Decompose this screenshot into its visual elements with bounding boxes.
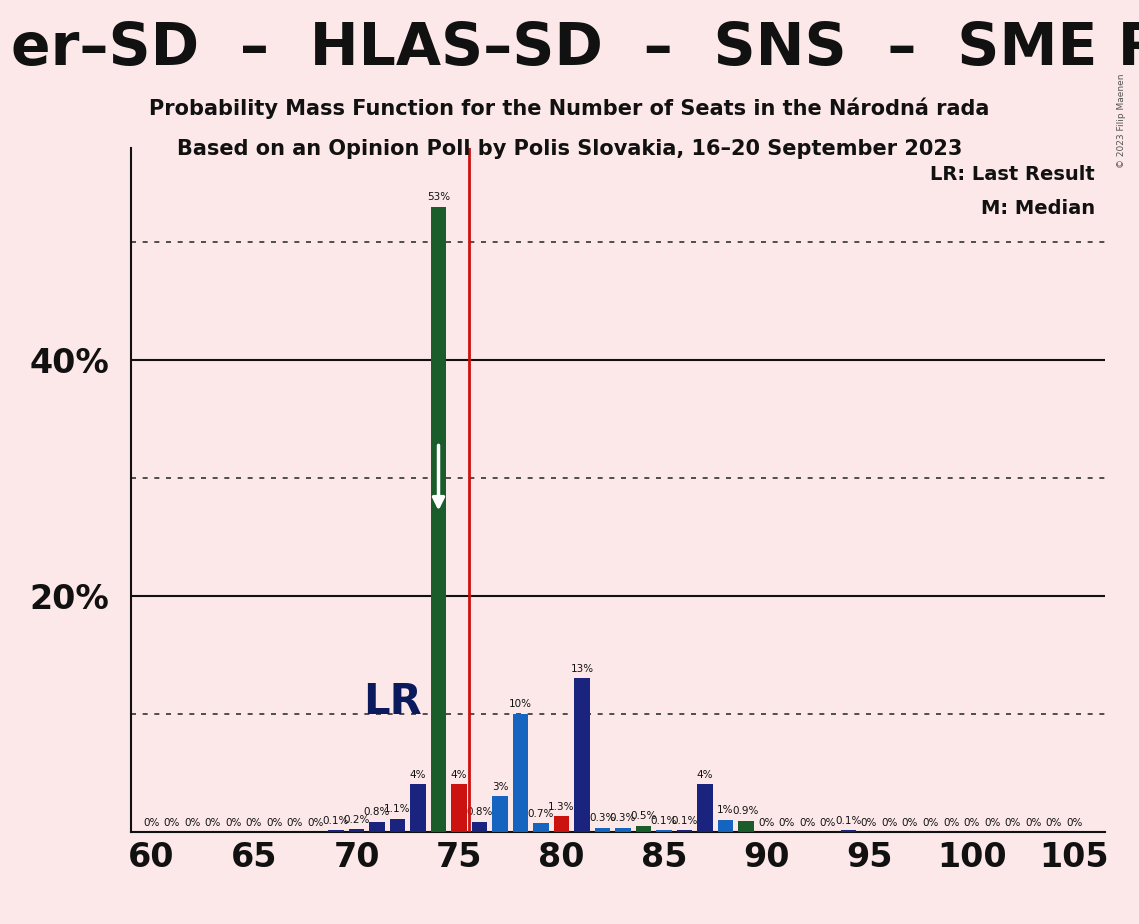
Text: 0%: 0%: [226, 818, 241, 828]
Text: 0%: 0%: [287, 818, 303, 828]
Text: 13%: 13%: [571, 663, 593, 674]
Text: 0%: 0%: [882, 818, 898, 828]
Text: Based on an Opinion Poll by Polis Slovakia, 16–20 September 2023: Based on an Opinion Poll by Polis Slovak…: [177, 139, 962, 159]
Text: 0%: 0%: [144, 818, 159, 828]
Bar: [431, 207, 446, 832]
Bar: [492, 796, 508, 832]
Text: 0%: 0%: [308, 818, 323, 828]
Text: 0%: 0%: [964, 818, 980, 828]
Bar: [513, 713, 528, 832]
Text: 0.9%: 0.9%: [732, 807, 760, 816]
Bar: [451, 784, 467, 832]
Text: 0%: 0%: [205, 818, 221, 828]
Bar: [554, 816, 570, 832]
Bar: [656, 831, 672, 832]
Text: 0%: 0%: [185, 818, 200, 828]
Text: 0%: 0%: [1025, 818, 1041, 828]
Bar: [697, 784, 713, 832]
Text: 0%: 0%: [984, 818, 1000, 828]
Text: 0%: 0%: [820, 818, 836, 828]
Text: 0.1%: 0.1%: [322, 816, 350, 826]
Bar: [574, 678, 590, 832]
Text: 0%: 0%: [943, 818, 959, 828]
Text: 0%: 0%: [861, 818, 877, 828]
Text: 0.3%: 0.3%: [609, 813, 637, 823]
Text: 0.5%: 0.5%: [630, 811, 657, 821]
Text: 0%: 0%: [902, 818, 918, 828]
Text: 0%: 0%: [1046, 818, 1062, 828]
Text: Probability Mass Function for the Number of Seats in the Národná rada: Probability Mass Function for the Number…: [149, 97, 990, 118]
Text: 0%: 0%: [246, 818, 262, 828]
Bar: [677, 831, 693, 832]
Bar: [636, 826, 652, 832]
Text: 0.1%: 0.1%: [835, 816, 862, 826]
Bar: [328, 831, 344, 832]
Text: LR: LR: [363, 681, 423, 723]
Text: 1.1%: 1.1%: [384, 804, 411, 814]
Text: 1%: 1%: [718, 805, 734, 815]
Text: © 2023 Filip Maenen: © 2023 Filip Maenen: [1117, 74, 1126, 168]
Text: 0.1%: 0.1%: [671, 816, 698, 826]
Text: 0.3%: 0.3%: [589, 813, 616, 823]
Text: 10%: 10%: [509, 699, 532, 709]
Bar: [410, 784, 426, 832]
Text: 0.8%: 0.8%: [363, 808, 391, 818]
Text: 1.3%: 1.3%: [548, 801, 575, 811]
Text: 0%: 0%: [800, 818, 816, 828]
Text: 3%: 3%: [492, 782, 508, 792]
Text: M: Median: M: Median: [981, 199, 1095, 218]
Bar: [349, 829, 364, 832]
Bar: [472, 822, 487, 832]
Bar: [615, 828, 631, 832]
Bar: [390, 819, 405, 832]
Text: 0%: 0%: [759, 818, 775, 828]
Text: 0%: 0%: [164, 818, 180, 828]
Text: 53%: 53%: [427, 192, 450, 202]
Text: 0.8%: 0.8%: [466, 808, 493, 818]
Text: 4%: 4%: [451, 770, 467, 780]
Text: 0%: 0%: [267, 818, 282, 828]
Text: 0%: 0%: [923, 818, 939, 828]
Bar: [533, 823, 549, 832]
Text: 0.2%: 0.2%: [343, 815, 370, 824]
Text: 4%: 4%: [410, 770, 426, 780]
Text: er–SD  –  HLAS–SD  –  SNS  –  SME RODINA  –  Kotleba–ĽS: er–SD – HLAS–SD – SNS – SME RODINA – Kot…: [11, 19, 1139, 77]
Text: 0%: 0%: [779, 818, 795, 828]
Bar: [718, 820, 734, 832]
Text: 0.7%: 0.7%: [527, 808, 555, 819]
Text: 0%: 0%: [1066, 818, 1082, 828]
Text: 4%: 4%: [697, 770, 713, 780]
Text: LR: Last Result: LR: Last Result: [931, 165, 1095, 184]
Text: 0.1%: 0.1%: [650, 816, 678, 826]
Text: 0%: 0%: [1005, 818, 1021, 828]
Bar: [738, 821, 754, 832]
Bar: [369, 822, 385, 832]
Bar: [595, 828, 611, 832]
Bar: [841, 831, 857, 832]
